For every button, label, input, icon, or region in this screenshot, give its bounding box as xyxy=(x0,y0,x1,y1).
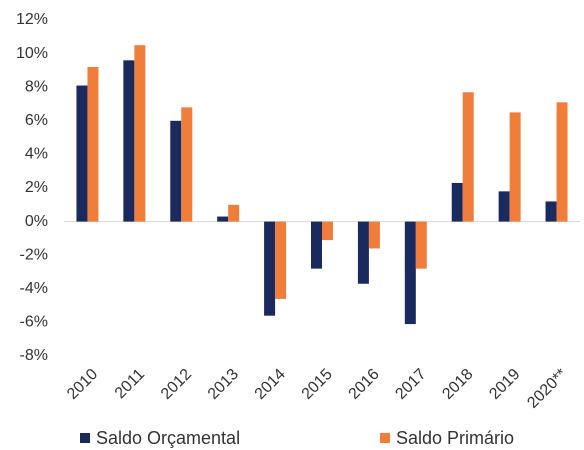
y-tick-label: -2% xyxy=(20,246,48,263)
bar xyxy=(76,85,88,222)
x-tick-label: 2010 xyxy=(64,366,101,403)
x-tick-label: 2016 xyxy=(346,366,383,403)
y-tick-label: -6% xyxy=(20,314,48,331)
y-tick-label: 8% xyxy=(25,78,48,95)
y-tick-label: -4% xyxy=(20,280,48,297)
bar xyxy=(134,45,146,222)
y-tick-label: 0% xyxy=(25,213,48,230)
bar xyxy=(181,107,193,222)
y-tick-label: 10% xyxy=(16,45,48,62)
y-tick-label: 6% xyxy=(25,112,48,129)
legend-label: Saldo Orçamental xyxy=(96,428,240,448)
bar xyxy=(311,221,322,269)
bar xyxy=(87,67,99,222)
bar xyxy=(322,221,333,241)
bar xyxy=(368,221,380,249)
y-tick-label: -8% xyxy=(20,347,48,364)
bar xyxy=(451,182,463,222)
bar xyxy=(170,120,182,222)
legend-swatch xyxy=(380,433,390,443)
bar xyxy=(228,204,240,222)
bar xyxy=(264,221,276,316)
x-tick-label: 2017 xyxy=(392,366,429,403)
x-tick-label: 2011 xyxy=(112,366,148,402)
x-tick-label: 2013 xyxy=(205,366,242,403)
x-tick-label: 2020** xyxy=(524,366,570,412)
x-tick-label: 2015 xyxy=(299,366,336,403)
bar xyxy=(545,201,557,222)
bar xyxy=(404,221,416,325)
bar xyxy=(509,112,521,222)
bar xyxy=(357,221,369,284)
legend-label: Saldo Primário xyxy=(396,428,514,448)
bar xyxy=(556,102,568,222)
x-tick-label: 2019 xyxy=(486,366,523,403)
bar xyxy=(498,191,510,222)
bar xyxy=(217,216,229,222)
x-tick-label: 2014 xyxy=(252,366,289,403)
legend-swatch xyxy=(80,433,90,443)
y-tick-label: 4% xyxy=(25,146,48,163)
y-tick-label: 2% xyxy=(25,179,48,196)
bar xyxy=(462,92,474,222)
bar xyxy=(415,221,427,269)
y-tick-label: 12% xyxy=(16,11,48,28)
x-tick-label: 2012 xyxy=(158,366,195,403)
bar xyxy=(275,221,287,299)
x-tick-label: 2018 xyxy=(439,366,476,403)
bar xyxy=(123,60,135,222)
